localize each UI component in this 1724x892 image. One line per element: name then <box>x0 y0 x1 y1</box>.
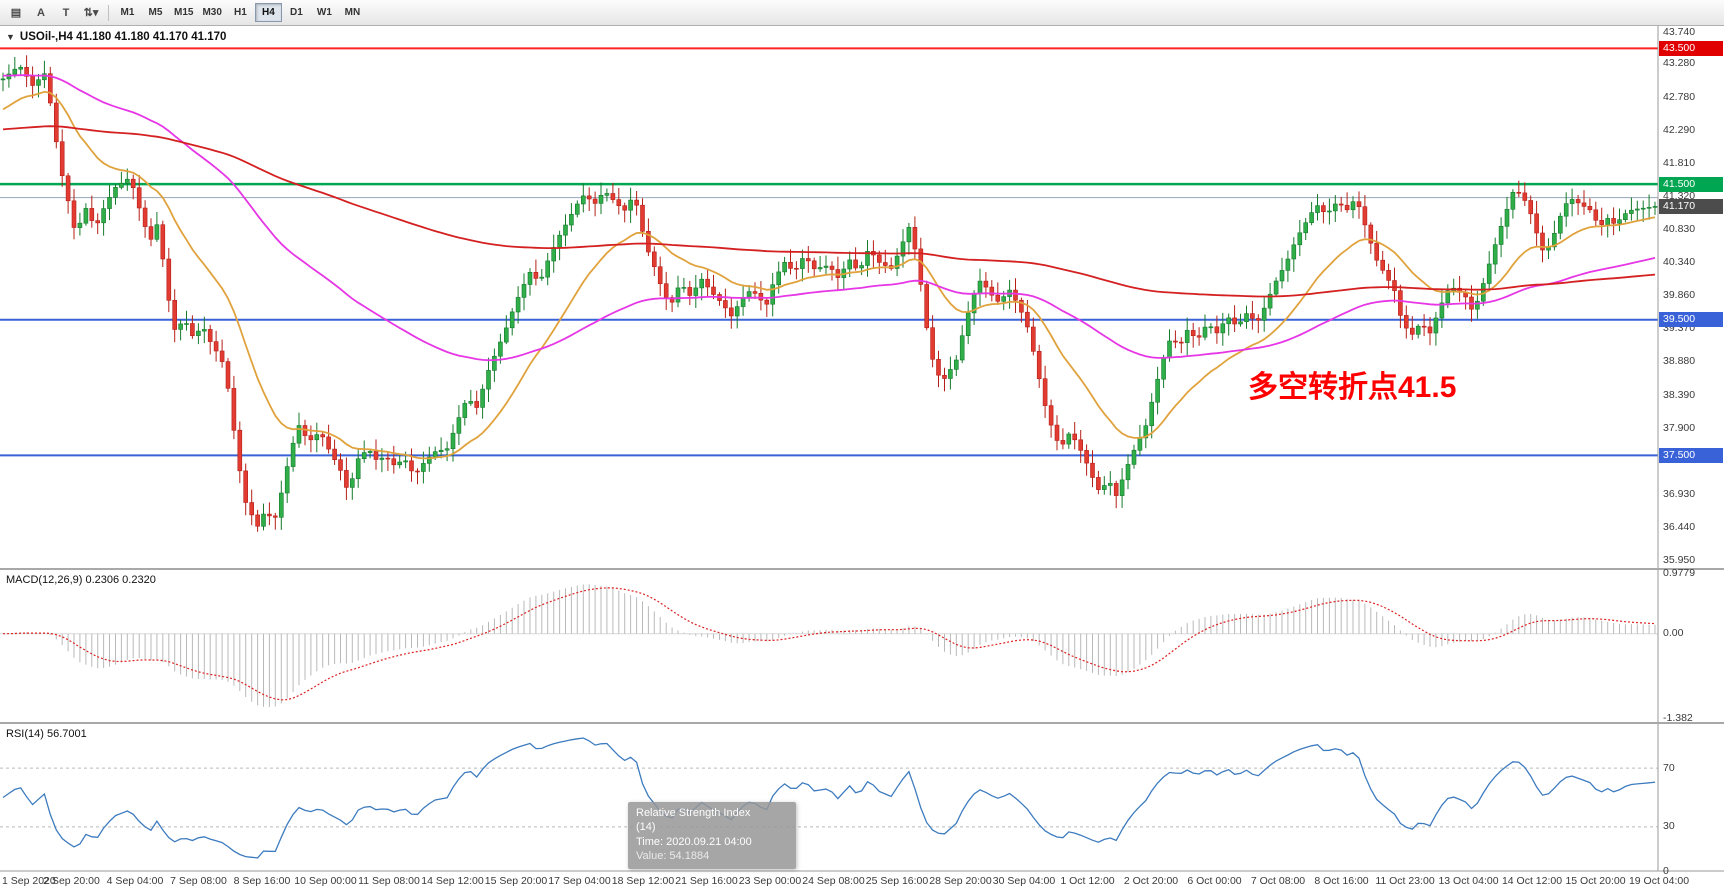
time-label: 21 Sep 16:00 <box>675 875 738 887</box>
price-tick: 39.860 <box>1663 288 1696 301</box>
macd-tick: 0.00 <box>1663 627 1684 640</box>
rsi-line <box>2 737 1656 859</box>
price-tick: 38.880 <box>1663 355 1696 368</box>
rsi-tick: 30 <box>1663 820 1675 833</box>
rsi-tick: 0 <box>1663 864 1669 877</box>
candles <box>0 55 1658 532</box>
time-label: 28 Sep 20:00 <box>929 875 992 887</box>
rsi-tick: 70 <box>1663 761 1675 774</box>
tooltip-value: Value: 54.1884 <box>636 849 710 862</box>
price-tick: 40.830 <box>1663 223 1696 235</box>
chart-annotation: 多空转折点41.5 <box>1248 371 1457 404</box>
tooltip-time: Time: 2020.09.21 04:00 <box>636 835 752 848</box>
price-tick: 43.740 <box>1663 25 1696 38</box>
collapse-arrow-icon[interactable]: ▼ <box>6 32 15 42</box>
price-tick: 36.930 <box>1663 487 1696 500</box>
quote-line: ▼ USOil-,H4 41.180 41.180 41.170 41.170 <box>6 31 226 43</box>
timeframe-button-mn[interactable]: MN <box>339 3 366 22</box>
time-label: 18 Sep 12:00 <box>611 875 675 887</box>
time-label: 30 Sep 04:00 <box>992 875 1056 887</box>
tooltip-title: Relative Strength Index <box>636 807 751 819</box>
chart-window-icon[interactable]: ▤ <box>4 3 28 23</box>
price-tick: 38.390 <box>1663 388 1696 401</box>
tooltip-period: (14) <box>636 821 656 834</box>
time-label: 23 Sep 00:00 <box>738 875 802 887</box>
time-label: 15 Oct 20:00 <box>1565 875 1626 887</box>
timeframe-button-h1[interactable]: H1 <box>227 3 254 22</box>
price-level-badge: 41.500 <box>1659 176 1723 192</box>
price-tick: 40.340 <box>1663 256 1696 269</box>
timeframe-button-m15[interactable]: M15 <box>170 3 197 22</box>
text-tool-icon[interactable]: T <box>54 3 78 23</box>
ma-mid-magenta <box>3 74 1656 362</box>
time-label: 1 Sep 2020 <box>2 875 56 887</box>
level-lines <box>0 47 1658 457</box>
macd-tick: -1.382 <box>1663 711 1693 724</box>
price-level-badge: 39.500 <box>1659 312 1723 328</box>
quote-text: USOil-,H4 41.180 41.180 41.170 41.170 <box>19 31 227 43</box>
timeframe-button-w1[interactable]: W1 <box>311 3 338 22</box>
toolbar: ▤ A T ⇅▾ M1 M5 M15 M30 H1 H4 D1 W1 MN <box>0 0 1724 26</box>
price-tick: 41.320 <box>1663 189 1696 202</box>
time-label: 14 Oct 12:00 <box>1501 875 1563 887</box>
timeframe-button-m5[interactable]: M5 <box>142 3 169 22</box>
time-label: 17 Sep 04:00 <box>548 875 611 887</box>
time-label: 2 Sep 20:00 <box>43 875 100 887</box>
time-label: 8 Sep 16:00 <box>233 875 291 887</box>
macd-indicator-label: MACD(12,26,9) 0.2306 0.2320 <box>6 574 156 586</box>
timeframe-button-d1[interactable]: D1 <box>283 3 310 22</box>
price-tick: 42.290 <box>1663 124 1696 136</box>
time-label: 7 Oct 08:00 <box>1250 875 1306 887</box>
price-tick: 43.280 <box>1663 56 1696 69</box>
ma-fast-orange <box>2 90 1656 460</box>
rsi-level-lines <box>0 767 1658 828</box>
time-label: 1 Oct 12:00 <box>1060 875 1115 887</box>
time-label: 7 Sep 08:00 <box>170 875 227 887</box>
price-tick: 42.780 <box>1663 90 1696 103</box>
ma-slow-red <box>2 125 1656 298</box>
toolbar-separator <box>108 4 109 21</box>
cursor-tool-icon[interactable]: A <box>29 3 53 23</box>
panel-frame <box>0 26 1724 872</box>
current-price-badge: 41.170 <box>1659 198 1723 214</box>
macd-signal-line <box>3 587 1656 701</box>
time-label: 11 Sep 08:00 <box>358 875 420 887</box>
time-label: 8 Oct 16:00 <box>1314 875 1369 887</box>
time-label: 11 Oct 23:00 <box>1375 875 1435 887</box>
macd-tick: 0.9779 <box>1663 567 1696 580</box>
price-level-badge: 43.500 <box>1659 40 1723 56</box>
time-label: 2 Oct 20:00 <box>1123 875 1179 887</box>
time-label: 25 Sep 16:00 <box>865 875 929 887</box>
toolbar-tools-group: ▤ A T ⇅▾ <box>4 3 103 23</box>
scale-tool-icon[interactable]: ⇅▾ <box>79 3 103 23</box>
timeframe-button-m30[interactable]: M30 <box>198 3 225 22</box>
price-tick: 35.950 <box>1663 554 1696 566</box>
time-label: 4 Sep 04:00 <box>106 875 164 887</box>
time-label: 10 Sep 00:00 <box>294 875 357 887</box>
time-label: 6 Oct 00:00 <box>1187 875 1242 887</box>
time-label: 24 Sep 08:00 <box>802 875 865 887</box>
timeframe-button-h4[interactable]: H4 <box>254 3 282 22</box>
time-label: 19 Oct 04:00 <box>1628 875 1690 887</box>
price-tick: 36.440 <box>1663 520 1696 533</box>
timeframe-button-m1[interactable]: M1 <box>114 3 141 22</box>
rsi-indicator-label: RSI(14) 56.7001 <box>6 728 87 740</box>
price-tick: 41.810 <box>1663 156 1696 169</box>
time-label: 15 Sep 20:00 <box>484 875 548 887</box>
price-tick: 37.900 <box>1663 421 1696 434</box>
price-level-badge: 37.500 <box>1659 447 1723 463</box>
rsi-tooltip: Relative Strength Index (14) Time: 2020.… <box>628 802 796 870</box>
macd-histogram <box>0 584 1658 707</box>
time-label: 14 Sep 12:00 <box>421 875 484 887</box>
timeframe-group: M1 M5 M15 M30 H1 H4 D1 W1 MN <box>114 3 366 22</box>
time-label: 13 Oct 04:00 <box>1438 875 1499 887</box>
